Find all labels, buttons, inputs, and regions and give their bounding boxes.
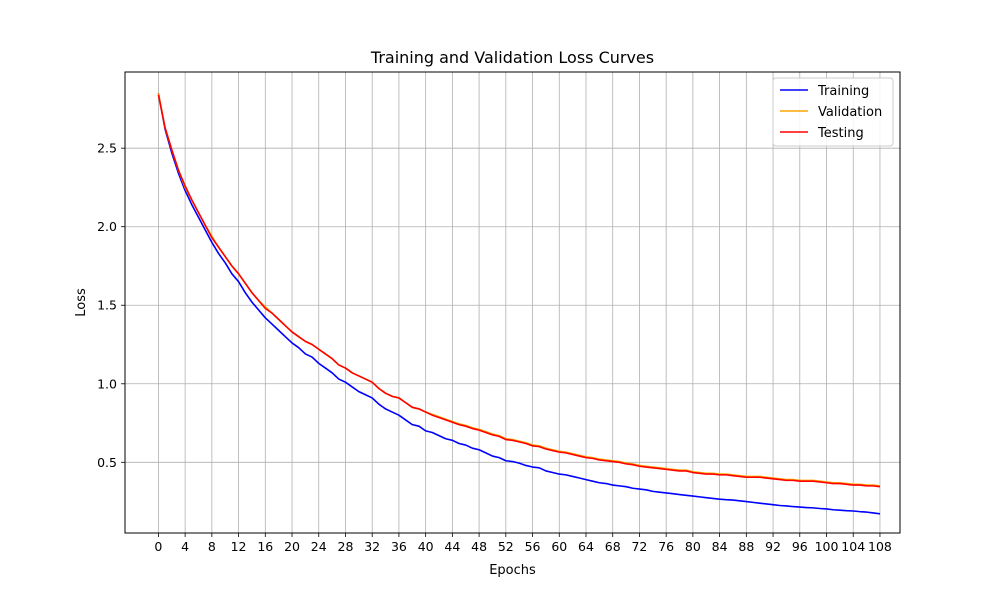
x-tick-label: 88 <box>738 539 754 554</box>
series-line-testing <box>157 94 881 488</box>
series-line-training <box>157 93 881 515</box>
x-tick-label: 28 <box>338 539 354 554</box>
legend-label-validation: Validation <box>818 105 882 120</box>
x-tick-label: 4 <box>181 539 189 554</box>
x-tick-label: 56 <box>525 539 541 554</box>
x-tick-label: 104 <box>841 539 865 554</box>
x-tick-label: 20 <box>284 539 300 554</box>
grid-lines <box>125 72 900 533</box>
x-tick-label: 8 <box>208 539 216 554</box>
x-tick-label: 64 <box>578 539 594 554</box>
x-tick-label: 44 <box>444 539 460 554</box>
y-axis-ticks: 0.5 1.0 1.5 2.0 2.5 <box>97 141 125 470</box>
y-tick-label: 0.5 <box>97 455 117 470</box>
x-axis-ticks: 0 4 8 12 16 20 24 28 32 36 40 44 48 52 56 60 64 68 72 76 80 8… <box>154 533 892 554</box>
x-tick-label: 68 <box>605 539 621 554</box>
y-tick-label: 1.0 <box>97 376 117 391</box>
x-tick-label: 108 <box>868 539 892 554</box>
x-tick-label: 52 <box>498 539 514 554</box>
x-tick-label: 12 <box>231 539 247 554</box>
y-tick-label: 2.5 <box>97 141 117 156</box>
x-tick-label: 32 <box>364 539 380 554</box>
series-lines <box>157 93 881 515</box>
x-tick-label: 96 <box>792 539 808 554</box>
y-tick-label: 1.5 <box>97 298 117 313</box>
x-tick-label: 76 <box>658 539 674 554</box>
legend-box <box>772 77 894 147</box>
legend-label-training: Training <box>817 84 869 99</box>
x-tick-label: 48 <box>471 539 487 554</box>
x-tick-label: 16 <box>257 539 273 554</box>
chart-title: Training and Validation Loss Curves <box>370 48 654 67</box>
x-tick-label: 24 <box>311 539 327 554</box>
x-axis-label: Epochs <box>489 563 536 578</box>
x-tick-label: 100 <box>815 539 839 554</box>
x-tick-label: 92 <box>765 539 781 554</box>
x-tick-label: 36 <box>391 539 407 554</box>
x-tick-label: 60 <box>551 539 567 554</box>
y-axis-label: Loss <box>74 288 89 317</box>
x-tick-label: 40 <box>418 539 434 554</box>
legend: Training Validation Testing <box>772 77 894 147</box>
y-tick-label: 2.0 <box>97 219 117 234</box>
x-tick-label: 80 <box>685 539 701 554</box>
x-tick-label: 84 <box>712 539 728 554</box>
x-tick-label: 0 <box>154 539 162 554</box>
plot-frame <box>124 71 901 534</box>
legend-label-testing: Testing <box>817 126 864 141</box>
x-tick-label: 72 <box>631 539 647 554</box>
